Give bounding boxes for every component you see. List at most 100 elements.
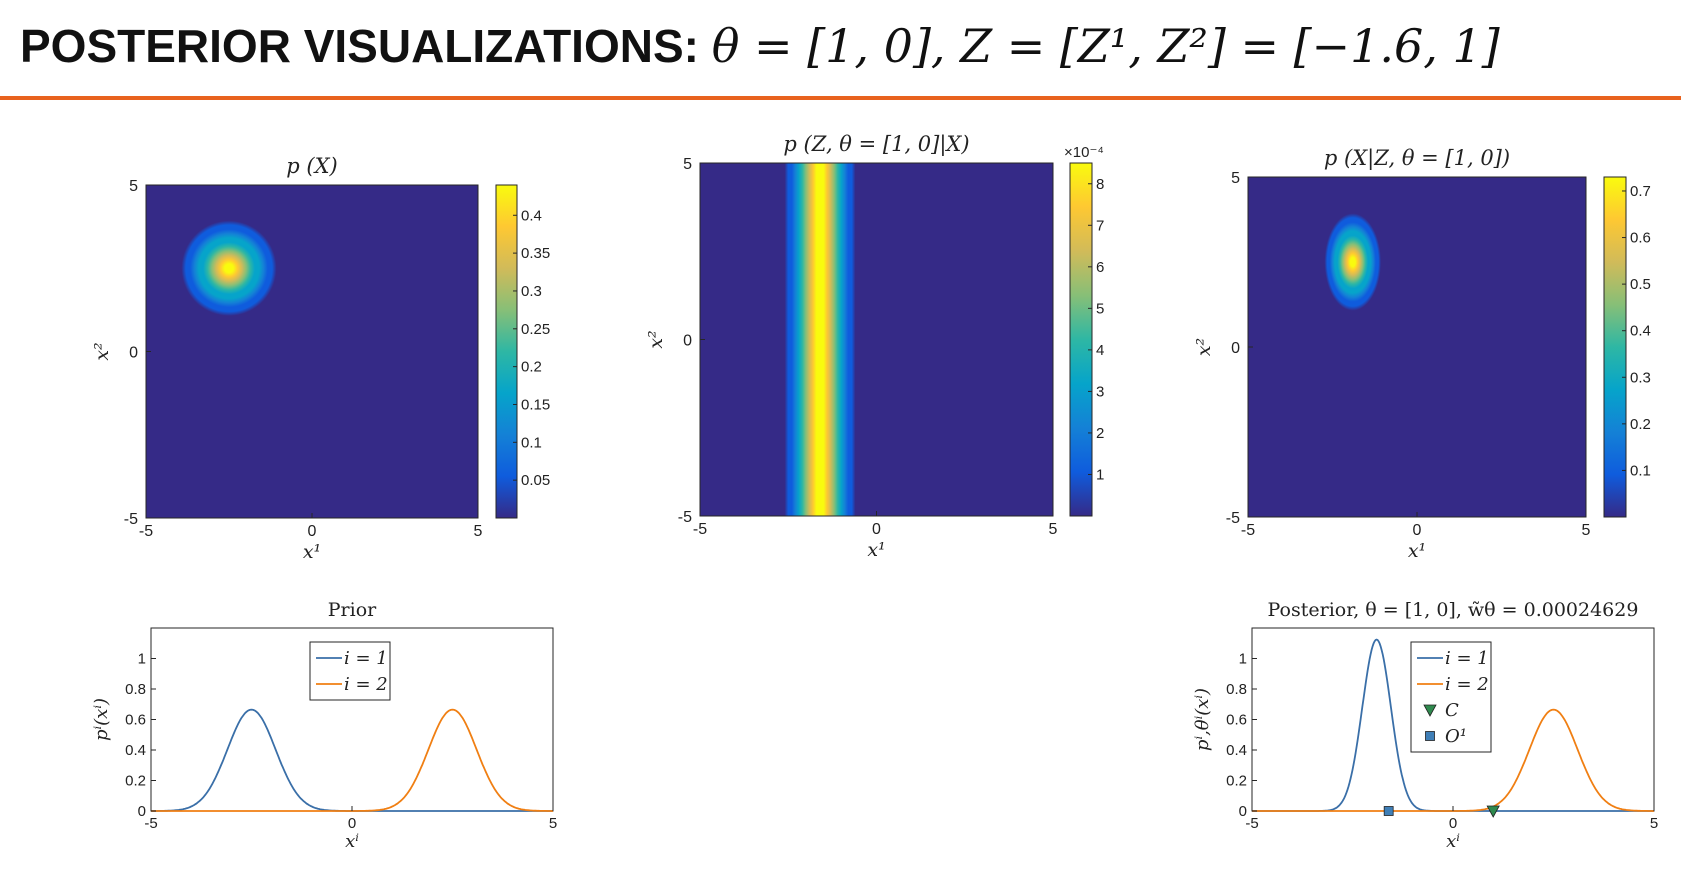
colorbar-tick-label: 2: [1096, 425, 1104, 442]
density-blob: [177, 216, 281, 321]
chart-title: p (X): [286, 154, 337, 178]
legend-label: i = 2: [1445, 674, 1489, 695]
x-tick-label: -5: [144, 815, 157, 832]
y-axis-label: pⁱ(xⁱ): [91, 698, 112, 741]
legend-label: i = 1: [344, 648, 388, 669]
y-tick-label: 5: [1231, 170, 1240, 187]
x-axis-label: x¹: [303, 541, 321, 563]
x-tick-label: 5: [549, 815, 557, 832]
chart-title: Posterior, θ = [1, 0], w̃θ = 0.00024629: [1268, 599, 1639, 621]
colorbar-tick-label: 0.1: [1630, 462, 1651, 479]
y-axis-label: x²: [1193, 338, 1215, 356]
x-axis-label: xⁱ: [345, 831, 359, 852]
x-tick-label: -5: [139, 523, 153, 540]
colorbar-tick-label: 1: [1096, 466, 1104, 483]
colorbar-tick-label: 0.3: [1630, 369, 1651, 386]
colorbar-tick-label: 0.5: [1630, 276, 1651, 293]
heatmap-background: [1248, 177, 1586, 517]
x-axis-label: x¹: [1408, 540, 1426, 562]
y-tick-label: 5: [129, 178, 138, 195]
slide-title-math: θ = [1, 0], Z = [Z¹, Z²] = [−1.6, 1]: [711, 19, 1500, 73]
heatmap-prior: -5 0 5 -5 0 5 p (X) x¹ x² 0.05 0.1 0.15 0.2 0.25 0.3 0.…: [91, 154, 550, 563]
y-tick-label: 1: [138, 651, 146, 668]
colorbar-tick-label: 0.1: [521, 434, 542, 451]
colorbar-tick-label: 0.7: [1630, 183, 1651, 200]
legend-label: i = 1: [1445, 648, 1489, 669]
colorbar-tick-label: 0.2: [521, 359, 542, 376]
colorbar: [1603, 176, 1627, 518]
colorbar-tick-label: 7: [1096, 217, 1104, 234]
colorbar-tick-label: 6: [1096, 259, 1104, 276]
colorbar-tick-label: 0.15: [521, 396, 550, 413]
marker-o1: [1383, 806, 1394, 816]
y-tick-label: 0: [138, 803, 146, 820]
density-blob: [1322, 208, 1384, 316]
legend-box: [309, 641, 391, 701]
legend-box: [1410, 641, 1492, 753]
y-tick-label: 5: [683, 156, 692, 173]
y-tick-label: 0.8: [1226, 681, 1247, 698]
y-tick-label: -5: [678, 509, 692, 526]
chart-title: p (X|Z, θ = [1, 0]): [1324, 146, 1510, 171]
heatmap-background: [700, 163, 1053, 516]
x-tick-label: -5: [1245, 815, 1258, 832]
colorbar: [495, 184, 518, 519]
y-tick-label: 1: [1239, 651, 1247, 668]
heatmap-likelihood: -5 0 5 -5 0 5 p (Z, θ = [1, 0]|X) x¹ x² 1 2 3 4 5 6 7 8 ×…: [645, 132, 1104, 561]
colorbar: [1069, 162, 1093, 517]
colorbar-tick-label: 0.6: [1630, 230, 1651, 247]
y-axis-label: pⁱ,θⁱ(xⁱ): [1192, 688, 1213, 751]
y-tick-label: 0.4: [1226, 742, 1247, 759]
y-tick-label: 0: [1231, 340, 1240, 357]
x-axis-label: xⁱ: [1446, 831, 1460, 852]
slide-title: POSTERIOR VISUALIZATIONS: θ = [1, 0], Z …: [20, 8, 1500, 84]
colorbar-exponent: ×10⁻⁴: [1064, 144, 1104, 161]
colorbar-tick-label: 0.4: [1630, 323, 1651, 340]
legend-marker-o1: [1425, 731, 1435, 741]
x-tick-label: 5: [1582, 522, 1591, 539]
colorbar-tick-label: 0.35: [521, 245, 550, 262]
legend-label: O¹: [1445, 726, 1467, 747]
y-tick-label: 0: [1239, 803, 1247, 820]
chart-title: p (Z, θ = [1, 0]|X): [783, 132, 969, 157]
colorbar-tick-label: 4: [1096, 342, 1104, 359]
legend-label: C: [1445, 700, 1459, 721]
colorbar-tick-label: 0.05: [521, 472, 550, 489]
y-tick-label: 0.8: [125, 681, 146, 698]
y-axis-label: x²: [645, 330, 667, 348]
colorbar-tick-label: 0.2: [1630, 416, 1651, 433]
x-tick-label: 0: [1449, 815, 1457, 832]
x-tick-label: 5: [1650, 815, 1658, 832]
y-tick-label: 0.2: [1226, 773, 1247, 790]
slide-title-lead: POSTERIOR VISUALIZATIONS:: [20, 20, 699, 72]
colorbar-tick-label: 0.25: [521, 321, 550, 338]
y-tick-label: -5: [1226, 510, 1240, 527]
x-tick-label: -5: [1241, 522, 1255, 539]
density-band: [777, 163, 863, 516]
chart-title: Prior: [328, 599, 377, 621]
legend: i = 1 i = 2: [309, 641, 391, 701]
colorbar-tick-label: 0.3: [521, 283, 542, 300]
heatmap-posterior: -5 0 5 -5 0 5 p (X|Z, θ = [1, 0]) x¹ x² 0.1 0.2 0.3…: [1193, 146, 1651, 562]
colorbar-tick-label: 0.4: [521, 207, 542, 224]
x-tick-label: 0: [348, 815, 356, 832]
colorbar-tick-label: 3: [1096, 383, 1104, 400]
x-tick-label: 5: [474, 523, 483, 540]
x-tick-label: 0: [1413, 522, 1422, 539]
colorbar-tick-label: 8: [1096, 176, 1104, 193]
y-tick-label: 0.6: [125, 712, 146, 729]
x-axis-label: x¹: [867, 539, 885, 561]
marker-c: [1486, 805, 1500, 818]
y-tick-label: 0: [129, 345, 138, 362]
y-axis-label: x²: [91, 342, 113, 360]
legend-label: i = 2: [344, 674, 388, 695]
y-tick-label: -5: [124, 511, 138, 528]
x-tick-label: 0: [872, 521, 881, 538]
y-tick-label: 0.6: [1226, 712, 1247, 729]
legend-marker-c: [1423, 704, 1437, 717]
x-tick-label: 0: [308, 523, 317, 540]
colorbar-tick-label: 5: [1096, 300, 1104, 317]
